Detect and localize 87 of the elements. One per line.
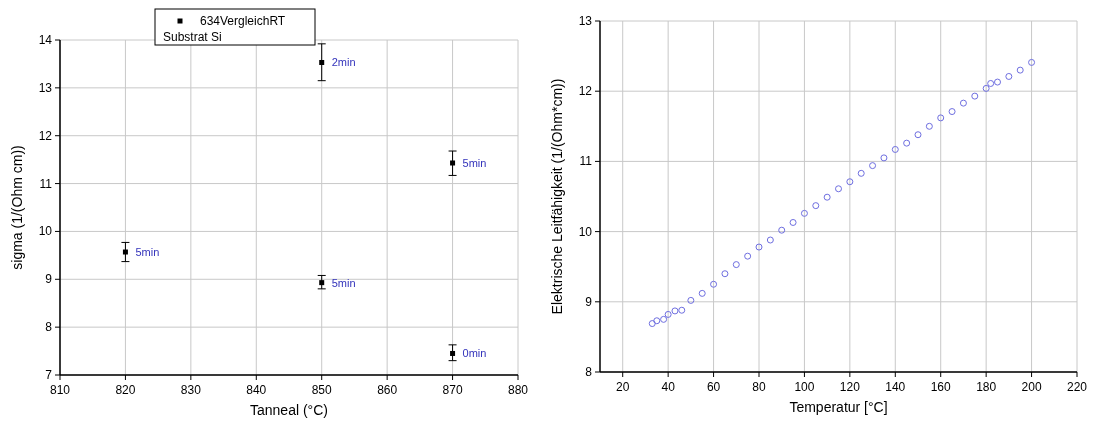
point [732, 261, 740, 269]
point [914, 131, 922, 139]
point [721, 270, 729, 278]
y-tick-label: 12 [578, 84, 593, 99]
y-axis-title: sigma (1/(Ohm cm)) [9, 145, 25, 270]
x-tick-label: 80 [752, 380, 766, 394]
point [925, 122, 933, 130]
point [664, 310, 672, 318]
legend-label: 634VergleichRT [200, 14, 286, 28]
point [766, 236, 774, 244]
y-tick-label: 10 [38, 224, 53, 239]
point [903, 139, 911, 147]
point [823, 193, 831, 201]
y-tick-label: 11 [39, 176, 53, 191]
point [648, 320, 656, 328]
point [994, 78, 1001, 86]
point [678, 306, 686, 314]
point [450, 350, 456, 356]
y-tick-label: 9 [585, 294, 593, 309]
x-tick-label: 830 [180, 383, 202, 397]
x-tick-label: 810 [49, 383, 71, 397]
point [987, 79, 995, 87]
annotation: 5min [135, 246, 160, 259]
y-axis-title: Elektrische Leitfähigkeit (1/(Ohm*cm)) [549, 78, 565, 315]
y-tick-label: 13 [578, 14, 593, 28]
point [1005, 72, 1013, 80]
point [744, 252, 752, 260]
point [687, 296, 695, 304]
x-tick-label: 870 [442, 383, 463, 397]
point [319, 280, 325, 286]
annotation: 5min [331, 276, 356, 289]
point [812, 202, 820, 210]
point [671, 307, 679, 315]
x-tick-label: 40 [661, 380, 676, 394]
point [660, 315, 668, 323]
x-tick-label: 60 [706, 380, 721, 394]
x-tick-label: 850 [311, 383, 333, 397]
x-tick-label: 100 [794, 380, 815, 394]
annotation: Substrat Si [163, 30, 222, 44]
point [948, 108, 956, 116]
annotation: 0min [462, 347, 487, 360]
y-tick-label: 7 [45, 368, 53, 382]
point [869, 162, 877, 170]
x-axis-title: Temperatur [°C] [789, 399, 888, 415]
point [710, 280, 718, 288]
x-tick-label: 880 [507, 383, 529, 397]
x-tick-label: 220 [1066, 380, 1088, 394]
y-tick-label: 10 [578, 224, 593, 239]
x-tick-label: 860 [377, 383, 398, 397]
y-tick-label: 9 [45, 272, 53, 287]
point [789, 218, 797, 226]
point [698, 289, 706, 297]
point [800, 209, 808, 217]
y-tick-label: 14 [38, 33, 53, 47]
point [959, 99, 967, 107]
point [450, 160, 456, 166]
x-tick-label: 20 [616, 380, 630, 394]
x-axis-title: Tanneal (°C) [250, 402, 328, 418]
point [835, 185, 842, 193]
y-tick-label: 13 [38, 80, 53, 95]
x-tick-label: 120 [839, 380, 861, 394]
point [778, 226, 786, 234]
point [857, 169, 865, 177]
point [937, 114, 945, 122]
y-tick-label: 8 [585, 365, 593, 379]
y-tick-label: 11 [579, 154, 593, 169]
point [982, 84, 990, 92]
point [755, 243, 763, 251]
point [1016, 66, 1024, 74]
point [319, 59, 325, 65]
point [846, 178, 854, 186]
x-tick-label: 160 [930, 380, 952, 394]
x-tick-label: 140 [885, 380, 906, 394]
annotation: 5min [462, 156, 487, 169]
x-tick-label: 840 [246, 383, 267, 397]
annotation: 2min [331, 56, 356, 69]
point [122, 249, 128, 255]
y-tick-label: 12 [38, 128, 53, 143]
point [653, 317, 661, 325]
point [971, 92, 979, 100]
point [891, 145, 899, 153]
point [880, 154, 888, 162]
x-tick-label: 200 [1021, 380, 1042, 394]
x-tick-label: 820 [115, 383, 136, 397]
y-tick-label: 8 [45, 320, 53, 335]
x-tick-label: 180 [976, 380, 997, 394]
point [1028, 58, 1036, 66]
